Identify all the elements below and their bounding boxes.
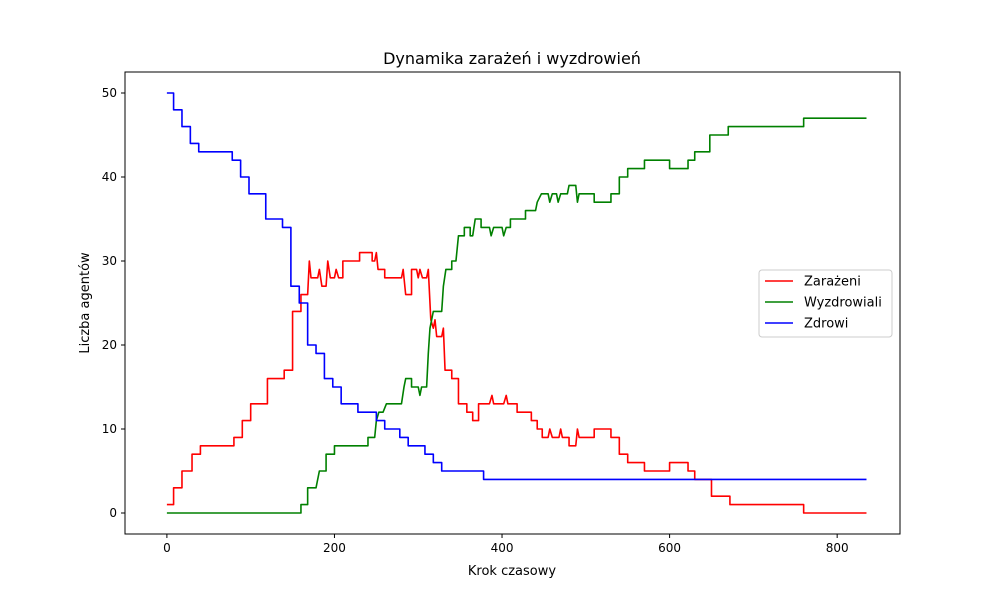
x-tick-label-4: 800	[826, 541, 849, 555]
legend-label-2: Zdrowi	[804, 317, 848, 332]
y-axis-ticks: 0 10 20 30 40 50	[102, 86, 125, 520]
legend-label-1: Wyzdrowiali	[804, 296, 882, 311]
chart-title: Dynamika zarażeń i wyzdrowień	[383, 49, 641, 68]
series-line-0	[166, 251, 867, 514]
legend-label-0: Zarażeni	[804, 275, 861, 290]
legend-box	[758, 269, 893, 338]
y-tick-label-1: 10	[102, 422, 117, 436]
y-tick-label-0: 0	[109, 506, 117, 520]
y-tick-label-2: 20	[102, 338, 117, 352]
x-axis-ticks: 0 200 400 600 800	[163, 534, 849, 555]
y-tick-label-5: 50	[102, 86, 117, 100]
series-line-1	[166, 117, 867, 514]
x-tick-label-3: 600	[658, 541, 681, 555]
legend: Zarażeni Wyzdrowiali Zdrowi	[758, 269, 893, 338]
plot-area	[124, 71, 901, 535]
x-tick-label-1: 200	[323, 541, 346, 555]
x-axis-label: Krok czasowy	[468, 564, 556, 579]
series-group	[166, 92, 867, 514]
x-tick-label-2: 400	[491, 541, 514, 555]
y-tick-label-4: 40	[102, 170, 117, 184]
y-axis-label: Liczba agentów	[78, 252, 93, 354]
series-line-2	[166, 92, 867, 481]
plot-frame	[124, 71, 901, 535]
y-tick-label-3: 30	[102, 254, 117, 268]
x-tick-label-0: 0	[163, 541, 171, 555]
